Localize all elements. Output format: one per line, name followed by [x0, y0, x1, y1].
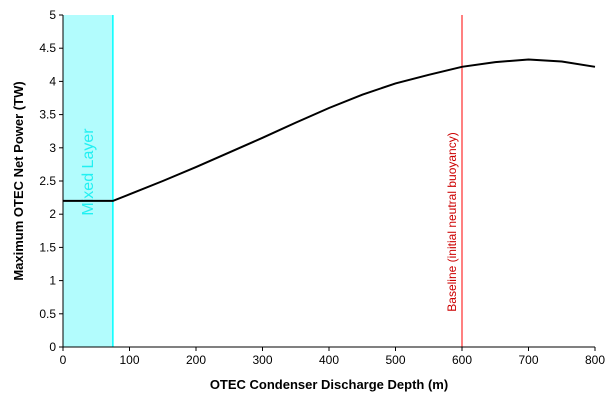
series-line-net-power: [63, 58, 596, 202]
mixed-layer-label: Mixed Layer: [80, 128, 97, 216]
x-tick-label: 100: [119, 353, 139, 367]
x-tick-label: 800: [585, 353, 605, 367]
y-tick-label: 3: [49, 141, 56, 155]
x-tick-label: 0: [60, 353, 67, 367]
x-tick-label: 300: [252, 353, 272, 367]
y-axis-ticks: 0 0.5 1 1.5 2 2.5 3 3.5 4 4.5 5: [39, 8, 63, 354]
x-tick-label: 200: [186, 353, 206, 367]
x-axis-title: OTEC Condenser Discharge Depth (m): [210, 377, 448, 392]
x-tick-label: 400: [319, 353, 339, 367]
y-tick-label: 1.5: [39, 240, 56, 254]
baseline-label: Baseline (initial neutral buoyancy): [445, 132, 459, 311]
x-tick-label: 600: [452, 353, 472, 367]
y-axis-title: Maximum OTEC Net Power (TW): [11, 81, 26, 280]
y-tick-label: 2.5: [39, 174, 56, 188]
x-axis-ticks: 0 100 200 300 400 500 600 700 800: [60, 347, 605, 367]
x-tick-label: 700: [518, 353, 538, 367]
y-tick-label: 3.5: [39, 108, 56, 122]
y-tick-label: 4: [49, 74, 56, 88]
y-tick-label: 1: [49, 274, 56, 288]
y-tick-label: 5: [49, 8, 56, 22]
y-tick-label: 0: [49, 340, 56, 354]
y-tick-label: 2: [49, 207, 56, 221]
y-tick-label: 4.5: [39, 41, 56, 55]
mixed-layer-band: [63, 15, 113, 347]
plot-area: [63, 15, 595, 347]
y-tick-label: 0.5: [39, 307, 56, 321]
x-tick-label: 500: [385, 353, 405, 367]
